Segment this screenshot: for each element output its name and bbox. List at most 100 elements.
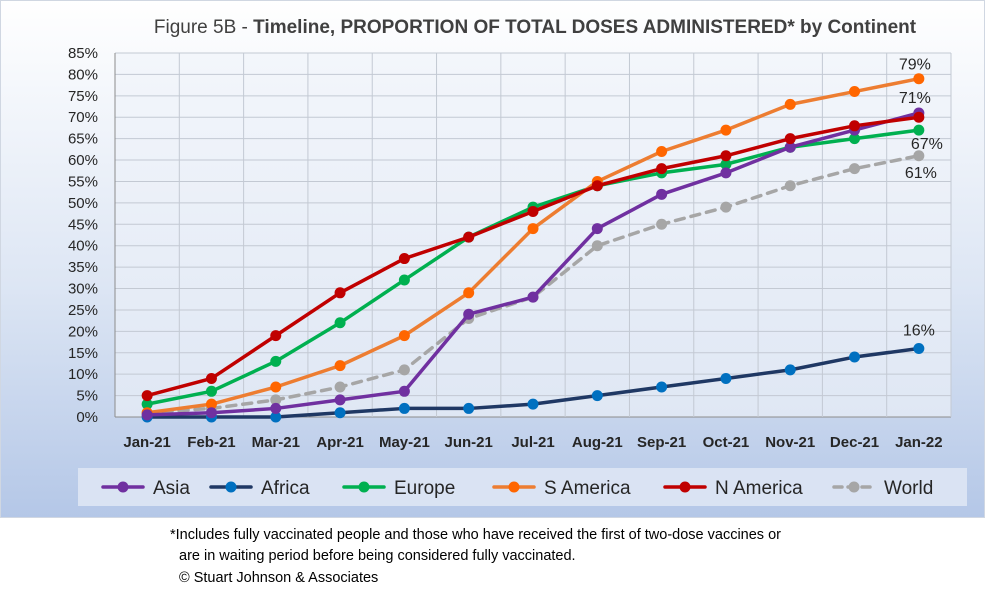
data-point-n-america <box>656 163 668 175</box>
data-point-africa <box>784 364 796 376</box>
legend-label-asia: Asia <box>153 478 190 499</box>
gridlines <box>114 52 952 418</box>
copyright-text: © Stuart Johnson & Associates <box>179 570 379 586</box>
y-tick-label: 85% <box>68 45 98 62</box>
data-label: 67% <box>911 136 943 153</box>
data-label: 16% <box>903 322 935 339</box>
x-tick-label: Jan-22 <box>895 434 943 451</box>
legend-marker-n-america <box>679 481 691 493</box>
y-tick-label: 15% <box>68 345 98 362</box>
data-point-europe <box>913 124 925 136</box>
data-point-n-america <box>141 390 153 402</box>
x-axis-ticks: Jan-21 Feb-21 Mar-21 Apr-21 May-21 Jun-21 Jul-… <box>123 434 942 451</box>
x-tick-label: May-21 <box>379 434 430 451</box>
y-tick-label: 50% <box>68 195 98 212</box>
data-point-asia <box>720 167 732 179</box>
data-point-europe <box>141 398 153 410</box>
data-point-asia <box>398 385 410 397</box>
data-point-europe <box>849 133 861 145</box>
x-tick-label: Oct-21 <box>703 434 750 451</box>
x-tick-label: Jul-21 <box>511 434 554 451</box>
data-point-world <box>334 381 346 393</box>
data-point-s-america <box>205 398 217 410</box>
data-point-asia <box>591 223 603 235</box>
data-point-n-america <box>913 111 925 123</box>
data-point-africa <box>270 411 282 423</box>
legend-marker-world <box>848 481 860 493</box>
data-point-n-america <box>334 287 346 299</box>
data-point-africa <box>720 372 732 384</box>
y-tick-label: 80% <box>68 66 98 83</box>
x-tick-label: Nov-21 <box>765 434 815 451</box>
data-point-asia <box>270 402 282 414</box>
data-point-world <box>398 364 410 376</box>
data-point-n-america <box>463 231 475 243</box>
y-tick-label: 25% <box>68 302 98 319</box>
data-point-n-america <box>527 205 539 217</box>
data-point-world <box>591 240 603 252</box>
data-point-s-america <box>527 223 539 235</box>
y-tick-label: 75% <box>68 88 98 105</box>
data-point-n-america <box>205 372 217 384</box>
legend-marker-europe <box>358 481 370 493</box>
data-point-asia <box>334 394 346 406</box>
data-point-world <box>720 201 732 213</box>
data-label: 61% <box>905 165 937 182</box>
footnote-line-1: *Includes fully vaccinated people and th… <box>170 527 781 543</box>
data-point-s-america <box>849 86 861 98</box>
data-point-world <box>270 394 282 406</box>
data-point-africa <box>463 402 475 414</box>
y-tick-label: 40% <box>68 238 98 255</box>
data-point-africa <box>913 342 925 354</box>
data-point-s-america <box>334 360 346 372</box>
data-point-s-america <box>913 73 925 85</box>
data-label: 71% <box>899 90 931 107</box>
data-point-world <box>656 218 668 230</box>
data-point-africa <box>656 381 668 393</box>
legend-label-n-america: N America <box>715 478 803 499</box>
x-tick-label: Sep-21 <box>637 434 686 451</box>
data-point-n-america <box>784 133 796 145</box>
series-layer <box>141 73 925 423</box>
y-tick-label: 45% <box>68 216 98 233</box>
data-point-asia <box>141 409 153 421</box>
data-point-s-america <box>463 287 475 299</box>
series-s-america <box>141 73 925 419</box>
y-tick-label: 55% <box>68 173 98 190</box>
x-tick-label: Feb-21 <box>187 434 235 451</box>
y-tick-label: 20% <box>68 323 98 340</box>
plot-area <box>115 53 951 417</box>
y-tick-label: 30% <box>68 281 98 298</box>
data-point-world <box>784 180 796 192</box>
y-tick-label: 35% <box>68 259 98 276</box>
data-point-s-america <box>656 145 668 157</box>
data-point-europe <box>398 274 410 286</box>
data-point-n-america <box>270 330 282 342</box>
legend-marker-s-america <box>508 481 520 493</box>
y-tick-label: 10% <box>68 366 98 383</box>
data-point-s-america <box>720 124 732 136</box>
legend-marker-africa <box>225 481 237 493</box>
legend-label-europe: Europe <box>394 478 455 499</box>
y-tick-label: 60% <box>68 152 98 169</box>
chart-title: Figure 5B - Timeline, PROPORTION OF TOTA… <box>154 17 917 38</box>
y-tick-label: 70% <box>68 109 98 126</box>
line-chart: Figure 5B - Timeline, PROPORTION OF TOTA… <box>0 0 985 518</box>
data-point-europe <box>270 355 282 367</box>
legend-label-africa: Africa <box>261 478 310 499</box>
chart-title-bold: Timeline, PROPORTION OF TOTAL DOSES ADMI… <box>253 17 917 38</box>
data-point-n-america <box>398 253 410 265</box>
data-point-africa <box>849 351 861 363</box>
data-point-n-america <box>720 150 732 162</box>
legend: Asia Africa Europe S America N America World <box>101 478 933 499</box>
data-point-n-america <box>591 180 603 192</box>
x-tick-label: Jun-21 <box>445 434 493 451</box>
data-point-world <box>913 150 925 162</box>
y-axis-ticks: 0% 5% 10% 15% 20% 25% 30% 35% 40% 45% 50% 55% 60% 65%… <box>68 45 98 426</box>
data-point-asia <box>784 141 796 153</box>
data-point-asia <box>205 407 217 419</box>
chart-title-prefix: Figure 5B - <box>154 17 253 38</box>
data-point-africa <box>591 390 603 402</box>
data-point-europe <box>334 317 346 329</box>
data-point-s-america <box>398 330 410 342</box>
